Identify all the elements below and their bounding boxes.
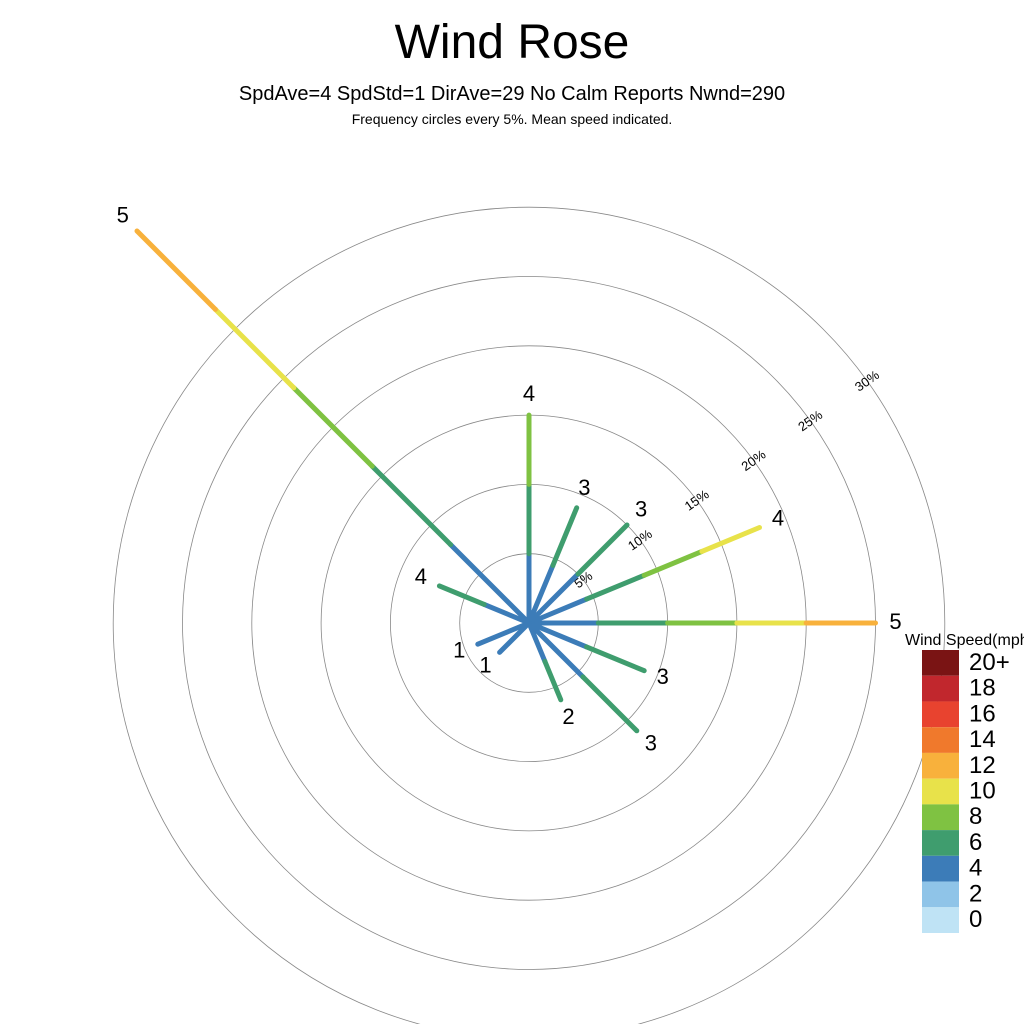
svg-text:3: 3 bbox=[657, 664, 669, 689]
svg-text:Frequency circles every 5%. Me: Frequency circles every 5%. Mean speed i… bbox=[352, 111, 673, 127]
svg-text:18: 18 bbox=[969, 675, 996, 702]
svg-text:16: 16 bbox=[969, 700, 996, 727]
svg-text:20+: 20+ bbox=[969, 649, 1010, 676]
svg-text:4: 4 bbox=[523, 381, 535, 406]
svg-text:3: 3 bbox=[635, 497, 647, 522]
svg-text:5: 5 bbox=[117, 203, 129, 228]
svg-text:14: 14 bbox=[969, 726, 996, 753]
svg-text:Wind Rose: Wind Rose bbox=[395, 16, 630, 69]
svg-text:1: 1 bbox=[479, 652, 491, 677]
svg-text:12: 12 bbox=[969, 752, 996, 779]
svg-text:2: 2 bbox=[969, 880, 982, 907]
svg-text:SpdAve=4 SpdStd=1 DirAve=29: SpdAve=4 SpdStd=1 DirAve=29 No Calm Repo… bbox=[239, 83, 785, 105]
svg-text:3: 3 bbox=[645, 731, 657, 756]
svg-text:1: 1 bbox=[453, 638, 465, 663]
svg-text:6: 6 bbox=[969, 829, 982, 856]
svg-text:0: 0 bbox=[969, 906, 982, 933]
svg-text:3: 3 bbox=[578, 475, 590, 500]
svg-text:10: 10 bbox=[969, 778, 996, 805]
svg-text:4: 4 bbox=[969, 855, 982, 882]
svg-text:2: 2 bbox=[562, 704, 574, 729]
svg-text:8: 8 bbox=[969, 803, 982, 830]
svg-text:4: 4 bbox=[415, 564, 427, 589]
svg-text:4: 4 bbox=[772, 506, 784, 531]
svg-text:5: 5 bbox=[889, 609, 901, 634]
svg-text:Wind Speed(mph): Wind Speed(mph) bbox=[905, 632, 1024, 649]
